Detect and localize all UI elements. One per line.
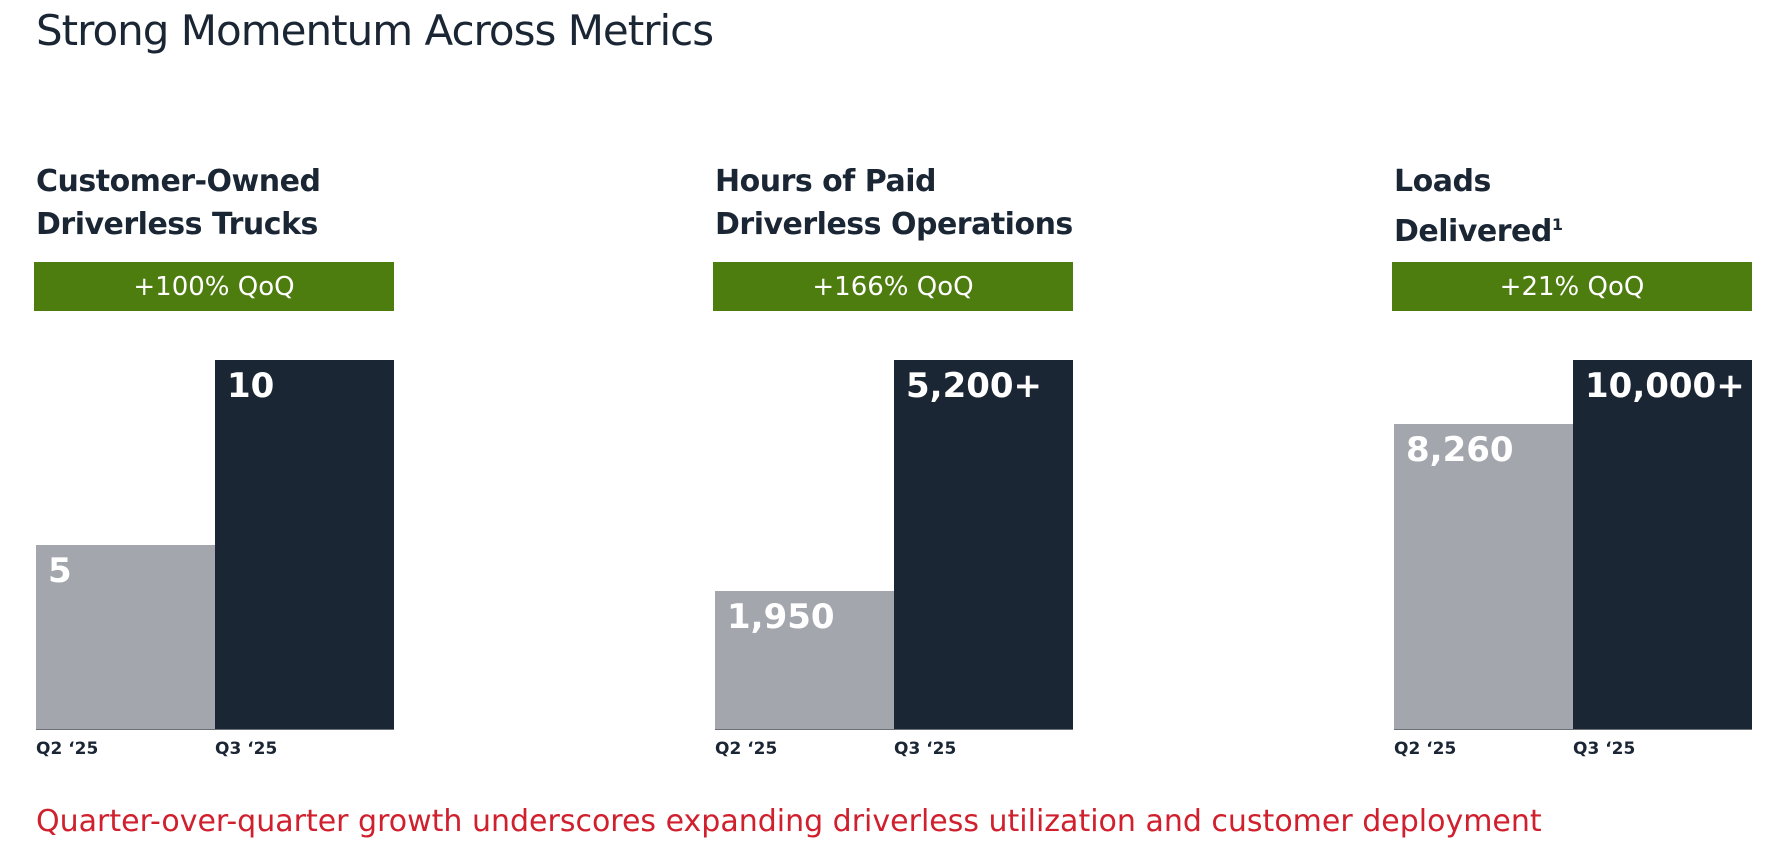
bar bbox=[715, 590, 894, 729]
x-tick-label: Q2 ‘25 bbox=[715, 739, 778, 759]
bar bbox=[894, 360, 1073, 729]
footer-note: Quarter-over-quarter growth underscores … bbox=[36, 804, 1542, 839]
qoq-badge: +21% QoQ bbox=[1392, 262, 1752, 311]
baseline bbox=[36, 729, 394, 730]
bar bbox=[36, 544, 215, 729]
value-label: 10,000+ bbox=[1585, 366, 1745, 406]
baseline bbox=[715, 729, 1073, 730]
chart-title: Hours of Paid Driverless Operations bbox=[715, 164, 1073, 242]
x-tick-label: Q2 ‘25 bbox=[1394, 739, 1457, 759]
bar bbox=[215, 360, 394, 729]
value-label: 8,260 bbox=[1406, 430, 1514, 471]
slide-title: Strong Momentum Across Metrics bbox=[36, 6, 714, 55]
chart-title: Loads Delivered1 bbox=[1394, 164, 1563, 249]
value-label: 1,950 bbox=[727, 596, 835, 637]
bar bbox=[1394, 424, 1573, 729]
bar bbox=[1573, 360, 1752, 729]
x-tick-label: Q3 ‘25 bbox=[894, 739, 957, 759]
chart-title: Customer-Owned Driverless Trucks bbox=[36, 164, 321, 242]
value-label: 5,200+ bbox=[906, 366, 1043, 406]
footnote-marker: 1 bbox=[1551, 215, 1563, 234]
qoq-badge: +166% QoQ bbox=[713, 262, 1073, 311]
value-label: 10 bbox=[227, 366, 275, 406]
qoq-badge: +100% QoQ bbox=[34, 262, 394, 311]
value-label: 5 bbox=[48, 550, 72, 591]
baseline bbox=[1394, 729, 1752, 730]
x-tick-label: Q3 ‘25 bbox=[1573, 739, 1636, 759]
x-tick-label: Q2 ‘25 bbox=[36, 739, 99, 759]
x-tick-label: Q3 ‘25 bbox=[215, 739, 278, 759]
